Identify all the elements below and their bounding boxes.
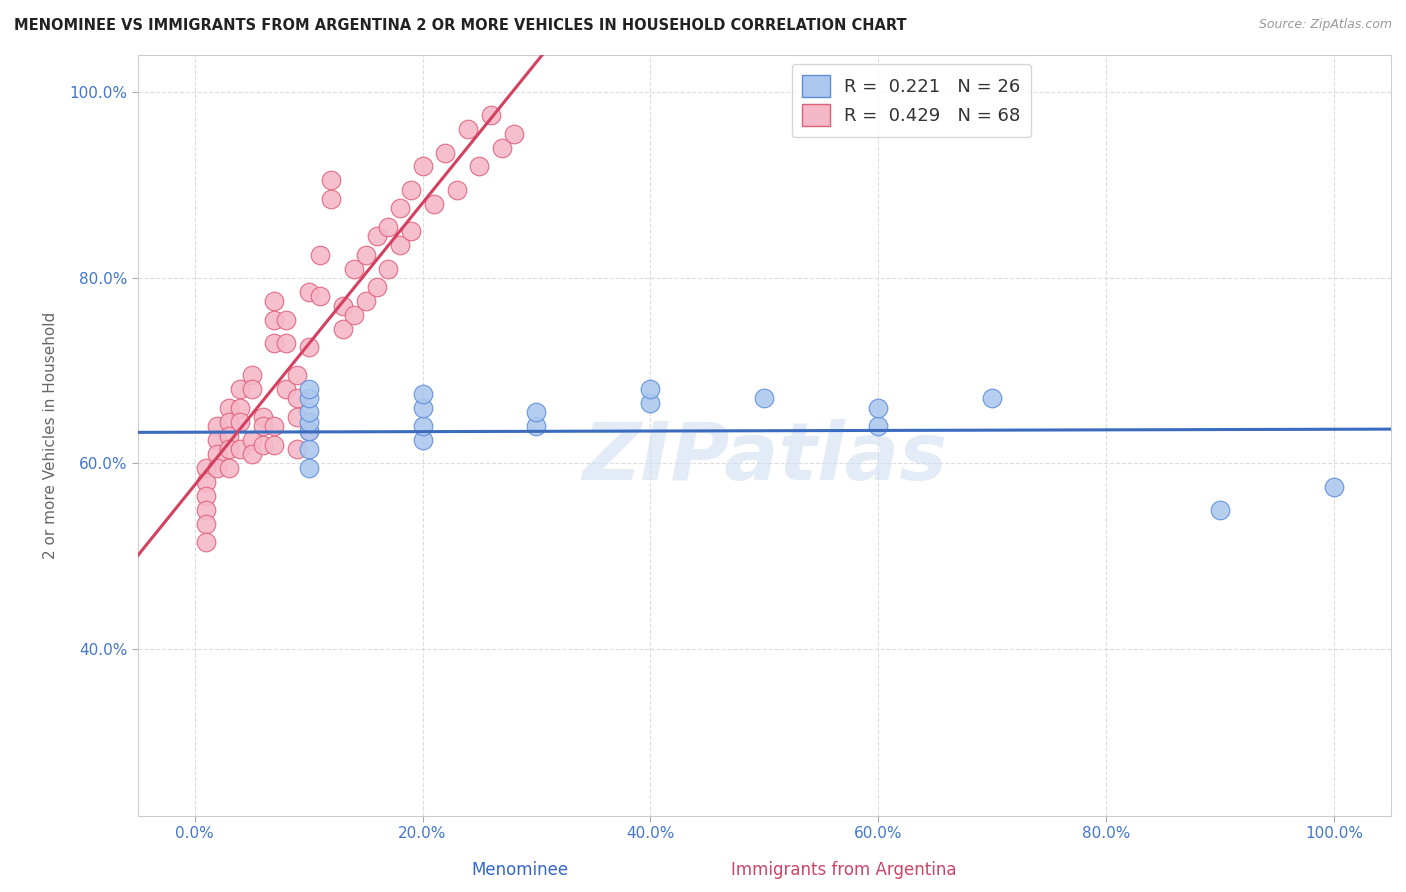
- Point: [240, 447, 263, 461]
- Point: [1323, 479, 1346, 493]
- Point: [218, 415, 240, 429]
- Point: [640, 382, 662, 396]
- Point: [411, 401, 433, 415]
- Point: [252, 438, 274, 452]
- Point: [366, 280, 388, 294]
- Point: [207, 461, 229, 475]
- Point: [195, 489, 218, 503]
- Point: [263, 419, 285, 434]
- Point: [423, 196, 446, 211]
- Point: [274, 335, 297, 350]
- Point: [285, 392, 308, 406]
- Text: MENOMINEE VS IMMIGRANTS FROM ARGENTINA 2 OR MORE VEHICLES IN HOUSEHOLD CORRELATI: MENOMINEE VS IMMIGRANTS FROM ARGENTINA 2…: [14, 18, 907, 33]
- Point: [343, 261, 366, 276]
- Point: [388, 201, 411, 215]
- Point: [446, 183, 468, 197]
- Point: [526, 419, 548, 434]
- Point: [229, 442, 252, 457]
- Point: [399, 224, 422, 238]
- Point: [240, 433, 263, 447]
- Point: [297, 415, 319, 429]
- Point: [479, 108, 502, 122]
- Point: [868, 401, 890, 415]
- Point: [1209, 502, 1232, 516]
- Point: [411, 160, 433, 174]
- Point: [263, 335, 285, 350]
- Text: Immigrants from Argentina: Immigrants from Argentina: [731, 861, 956, 879]
- Point: [195, 475, 218, 489]
- Point: [343, 308, 366, 322]
- Point: [218, 442, 240, 457]
- Point: [195, 535, 218, 549]
- Point: [411, 433, 433, 447]
- Point: [981, 392, 1004, 406]
- Point: [411, 419, 433, 434]
- Point: [297, 382, 319, 396]
- Point: [263, 438, 285, 452]
- Point: [195, 516, 218, 531]
- Point: [526, 405, 548, 419]
- Point: [274, 312, 297, 326]
- Point: [354, 247, 377, 261]
- Point: [285, 368, 308, 383]
- Point: [240, 382, 263, 396]
- Point: [297, 424, 319, 438]
- Point: [207, 447, 229, 461]
- Point: [332, 322, 354, 336]
- Point: [218, 461, 240, 475]
- Point: [332, 299, 354, 313]
- Point: [321, 192, 343, 206]
- Point: [491, 141, 513, 155]
- Point: [399, 183, 422, 197]
- Point: [263, 312, 285, 326]
- Point: [297, 461, 319, 475]
- Point: [297, 442, 319, 457]
- Point: [240, 368, 263, 383]
- Point: [218, 401, 240, 415]
- Point: [285, 409, 308, 424]
- Point: [366, 229, 388, 244]
- Point: [207, 419, 229, 434]
- Text: ZIPatlas: ZIPatlas: [582, 419, 946, 498]
- Point: [411, 386, 433, 401]
- Point: [457, 122, 479, 136]
- Point: [309, 289, 332, 303]
- Point: [252, 409, 274, 424]
- Point: [354, 293, 377, 308]
- Point: [229, 401, 252, 415]
- Legend: R =  0.221   N = 26, R =  0.429   N = 68: R = 0.221 N = 26, R = 0.429 N = 68: [792, 64, 1031, 137]
- Point: [297, 424, 319, 438]
- Point: [640, 396, 662, 410]
- Point: [263, 293, 285, 308]
- Point: [377, 219, 399, 234]
- Point: [297, 405, 319, 419]
- Text: Menominee: Menominee: [471, 861, 569, 879]
- Point: [502, 127, 524, 141]
- Point: [195, 502, 218, 516]
- Point: [274, 382, 297, 396]
- Text: Source: ZipAtlas.com: Source: ZipAtlas.com: [1258, 18, 1392, 31]
- Point: [468, 160, 491, 174]
- Y-axis label: 2 or more Vehicles in Household: 2 or more Vehicles in Household: [44, 312, 58, 559]
- Point: [868, 419, 890, 434]
- Point: [388, 238, 411, 252]
- Point: [297, 392, 319, 406]
- Point: [195, 461, 218, 475]
- Point: [229, 382, 252, 396]
- Point: [321, 173, 343, 187]
- Point: [309, 247, 332, 261]
- Point: [434, 145, 457, 160]
- Point: [218, 428, 240, 442]
- Point: [377, 261, 399, 276]
- Point: [252, 419, 274, 434]
- Point: [285, 442, 308, 457]
- Point: [207, 433, 229, 447]
- Point: [297, 340, 319, 354]
- Point: [297, 285, 319, 299]
- Point: [229, 415, 252, 429]
- Point: [754, 392, 776, 406]
